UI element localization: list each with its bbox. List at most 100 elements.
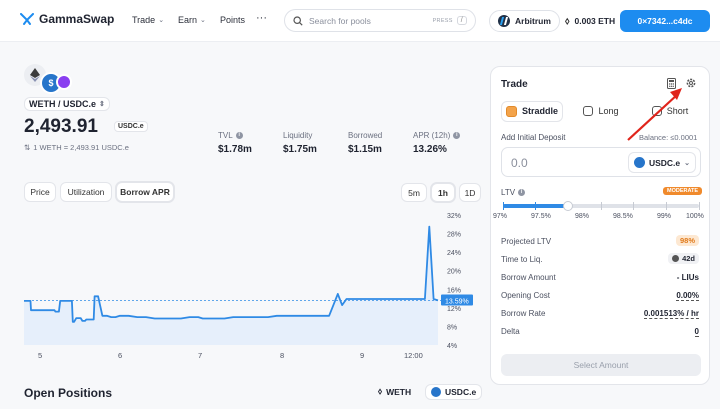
opening-cost-value: 0.00% <box>676 291 699 301</box>
info-icon[interactable]: i <box>453 132 461 139</box>
filter-weth-label: WETH <box>386 386 412 397</box>
nav-points[interactable]: Points <box>220 15 245 25</box>
info-icon[interactable]: i <box>518 189 526 196</box>
shortcut-key: / <box>456 16 467 25</box>
usdc-icon <box>431 387 441 397</box>
filter-usdce-label: USDC.e <box>445 387 477 397</box>
deposit-amount-value: 0.0 <box>511 156 528 170</box>
borrow-apr-chart[interactable]: 32% 28% 24% 20% 16% 12% 8% 4% 13.59% 5 6 7 8 9 12:00 <box>0 205 480 365</box>
tab-long-label: Long <box>598 106 619 116</box>
chart-area-fill <box>24 226 438 345</box>
token-selector[interactable]: USDC.e ⌄ <box>628 152 696 173</box>
ltv-label: LTV i <box>501 188 526 197</box>
tab-range-1d[interactable]: 1D <box>459 183 481 202</box>
ltv-tick-label: 97.5% <box>531 213 551 220</box>
settings-gear-icon[interactable] <box>685 77 697 91</box>
search-icon <box>293 15 303 26</box>
brand-name: GammaSwap <box>39 12 115 26</box>
balance-label: 0.003 ETH <box>574 16 616 26</box>
nav-earn[interactable]: Earn ⌄ <box>178 15 206 25</box>
search-input[interactable]: Search for pools PRESS / <box>284 9 476 32</box>
annotation-arrow <box>627 88 682 141</box>
stat-liquidity-value: $1.75m <box>283 144 317 155</box>
projected-ltv-label: Projected LTV <box>501 237 552 246</box>
pool-token-icons: $ <box>24 64 72 94</box>
token-selector-label: USDC.e <box>648 157 681 168</box>
ltv-tick-label: 98% <box>575 213 590 220</box>
y-axis-tick-label: 8% <box>447 324 457 331</box>
delta-value: 0 <box>694 327 699 337</box>
nav-trade[interactable]: Trade ⌄ <box>132 15 164 25</box>
y-axis-tick-label: 16% <box>447 287 461 294</box>
tab-utilization[interactable]: Utilization <box>60 182 112 202</box>
borrow-rate-value: 0.001513% / hr <box>643 309 699 319</box>
chevron-down-icon: ⌄ <box>200 17 206 24</box>
protocol-badge-icon <box>56 74 72 90</box>
filter-usdce[interactable]: USDC.e <box>425 384 483 400</box>
stat-borrowed-label: Borrowed <box>348 131 383 140</box>
chart-range-tabs: 5m 1h 1D <box>401 183 481 202</box>
ltv-slider-thumb[interactable] <box>563 201 574 211</box>
nav-trade-label: Trade <box>132 15 156 25</box>
chevron-updown-icon: ⇕ <box>99 101 105 108</box>
brand-logo[interactable]: GammaSwap <box>20 12 114 26</box>
x-axis-tick-label: 6 <box>118 351 122 360</box>
long-icon <box>583 106 594 116</box>
pair-selector[interactable]: WETH / USDC.e ⇕ <box>24 97 110 111</box>
tab-short-label: Short <box>666 106 689 116</box>
network-selector[interactable]: Arbitrum <box>489 10 560 32</box>
nav-points-label: Points <box>220 15 246 25</box>
deposit-label: Add Initial Deposit <box>501 133 566 142</box>
chevron-down-icon: ⌄ <box>158 17 165 24</box>
open-positions-title: Open Positions <box>24 386 113 400</box>
tab-price[interactable]: Price <box>24 182 56 202</box>
exchange-rate-text: 1 WETH = 2,493.91 USDC.e <box>33 143 129 152</box>
stat-borrowed: Borrowed $1.15m <box>348 131 382 155</box>
ltv-tick-labels: 97% 97.5% 98% 98.5% 99% 100% <box>493 213 709 223</box>
ltv-label-text: LTV <box>501 188 516 197</box>
gammaswap-logo-icon <box>20 13 34 25</box>
ltv-slider-tick <box>600 202 602 210</box>
wallet-address-button[interactable]: 0×7342...c4dc <box>620 10 710 32</box>
balance-display: ⬨ 0.003 ETH <box>557 10 623 32</box>
stat-apr-label: APR (12h) i <box>413 131 461 140</box>
stat-tvl: TVL i $1.78m <box>218 131 252 155</box>
ltv-tick-label: 97% <box>493 213 508 220</box>
info-icon[interactable]: i <box>235 132 243 139</box>
tab-borrow-apr[interactable]: Borrow APR <box>116 182 174 202</box>
stat-borrowed-value: $1.15m <box>348 144 382 155</box>
ltv-tick-label: 98.5% <box>613 213 633 220</box>
apr-series-line <box>24 225 439 323</box>
eth-diamond-icon <box>30 68 40 82</box>
tab-long[interactable]: Long <box>570 106 632 116</box>
balance-hint: Balance: ≤0.0001 <box>639 133 698 142</box>
nav-more-button[interactable]: ··· <box>256 12 267 24</box>
filter-weth[interactable]: ⬨ WETH <box>378 386 411 397</box>
x-axis-tick-label: 7 <box>198 351 202 360</box>
tab-range-5m[interactable]: 5m <box>401 183 427 202</box>
deposit-amount-field[interactable]: 0.0 USDC.e ⌄ <box>501 147 701 177</box>
ltv-slider-track[interactable] <box>502 201 700 211</box>
stat-tvl-label: TVL i <box>218 131 252 140</box>
tab-range-1h[interactable]: 1h <box>431 183 455 202</box>
ltv-slider-tick <box>665 202 667 210</box>
nav-earn-label: Earn <box>178 15 198 25</box>
trade-panel: Trade Straddle Long Short Add Initial De… <box>490 66 710 385</box>
calculator-icon[interactable] <box>667 78 676 91</box>
y-axis-tick-label: 20% <box>447 269 461 276</box>
tab-straddle[interactable]: Straddle <box>501 100 563 122</box>
ltv-slider-tick <box>698 202 700 210</box>
y-axis-tick-label: 28% <box>447 232 461 239</box>
press-label: PRESS <box>432 18 453 24</box>
search-placeholder: Search for pools <box>309 15 371 26</box>
stat-apr-value: 13.26% <box>413 144 447 155</box>
borrow-rate-label: Borrow Rate <box>501 309 546 318</box>
x-axis-tick-label: 9 <box>360 351 364 360</box>
top-nav-bar: GammaSwap Trade ⌄ Earn ⌄ Points ··· Search… <box>0 0 720 42</box>
tab-short[interactable]: Short <box>639 106 701 116</box>
current-value-label: 13.59% <box>445 298 469 305</box>
pair-label: WETH / USDC.e <box>29 99 97 109</box>
select-amount-button[interactable]: Select Amount <box>501 354 701 376</box>
stat-liquidity-label: Liquidity <box>283 131 313 140</box>
ltv-tick-label: 100% <box>686 213 704 220</box>
